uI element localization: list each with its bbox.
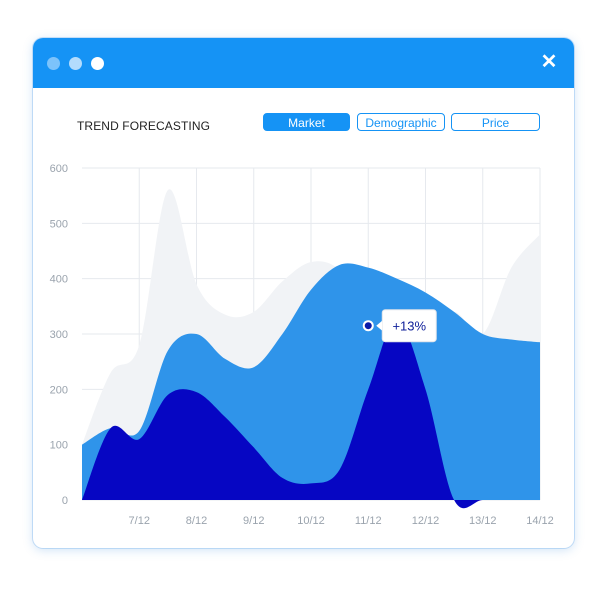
y-tick-label: 600 bbox=[50, 163, 68, 175]
x-tick-label: 12/12 bbox=[412, 515, 440, 527]
y-tick-label: 500 bbox=[50, 218, 68, 230]
x-tick-label: 9/12 bbox=[243, 515, 264, 527]
y-tick-label: 0 bbox=[62, 495, 68, 507]
tab-demographic[interactable]: Demographic bbox=[357, 113, 445, 131]
window-dot-3[interactable] bbox=[91, 57, 104, 70]
area-series-3 bbox=[82, 320, 540, 509]
y-tick-label: 400 bbox=[50, 274, 68, 286]
callout-marker bbox=[364, 322, 372, 330]
trend-chart: 0 100 200 300 400 500 600 7/12 8/12 9/12 10/12 11/1… bbox=[50, 163, 554, 527]
callout-pointer bbox=[376, 320, 383, 331]
x-tick-label: 8/12 bbox=[186, 515, 207, 527]
window-dot-2[interactable] bbox=[69, 57, 82, 70]
y-tick-label: 300 bbox=[50, 329, 68, 341]
window-dot-1[interactable] bbox=[47, 57, 60, 70]
x-tick-label: 14/12 bbox=[526, 515, 554, 527]
y-tick-label: 100 bbox=[50, 440, 68, 452]
x-tick-label: 10/12 bbox=[297, 515, 325, 527]
y-tick-label: 200 bbox=[50, 384, 68, 396]
x-tick-label: 7/12 bbox=[129, 515, 150, 527]
close-icon[interactable]: ✕ bbox=[540, 51, 558, 73]
x-tick-label: 13/12 bbox=[469, 515, 497, 527]
app-window: ✕ TREND FORECASTING Market Demand Demogr… bbox=[33, 38, 574, 548]
x-tick-label: 11/12 bbox=[355, 515, 382, 527]
page-title: TREND FORECASTING bbox=[77, 119, 211, 133]
tab-price[interactable]: Price bbox=[451, 113, 540, 131]
tab-market-demand[interactable]: Market Demand bbox=[263, 113, 350, 148]
title-bar: ✕ bbox=[33, 38, 574, 88]
callout-label: +13% bbox=[392, 319, 426, 334]
